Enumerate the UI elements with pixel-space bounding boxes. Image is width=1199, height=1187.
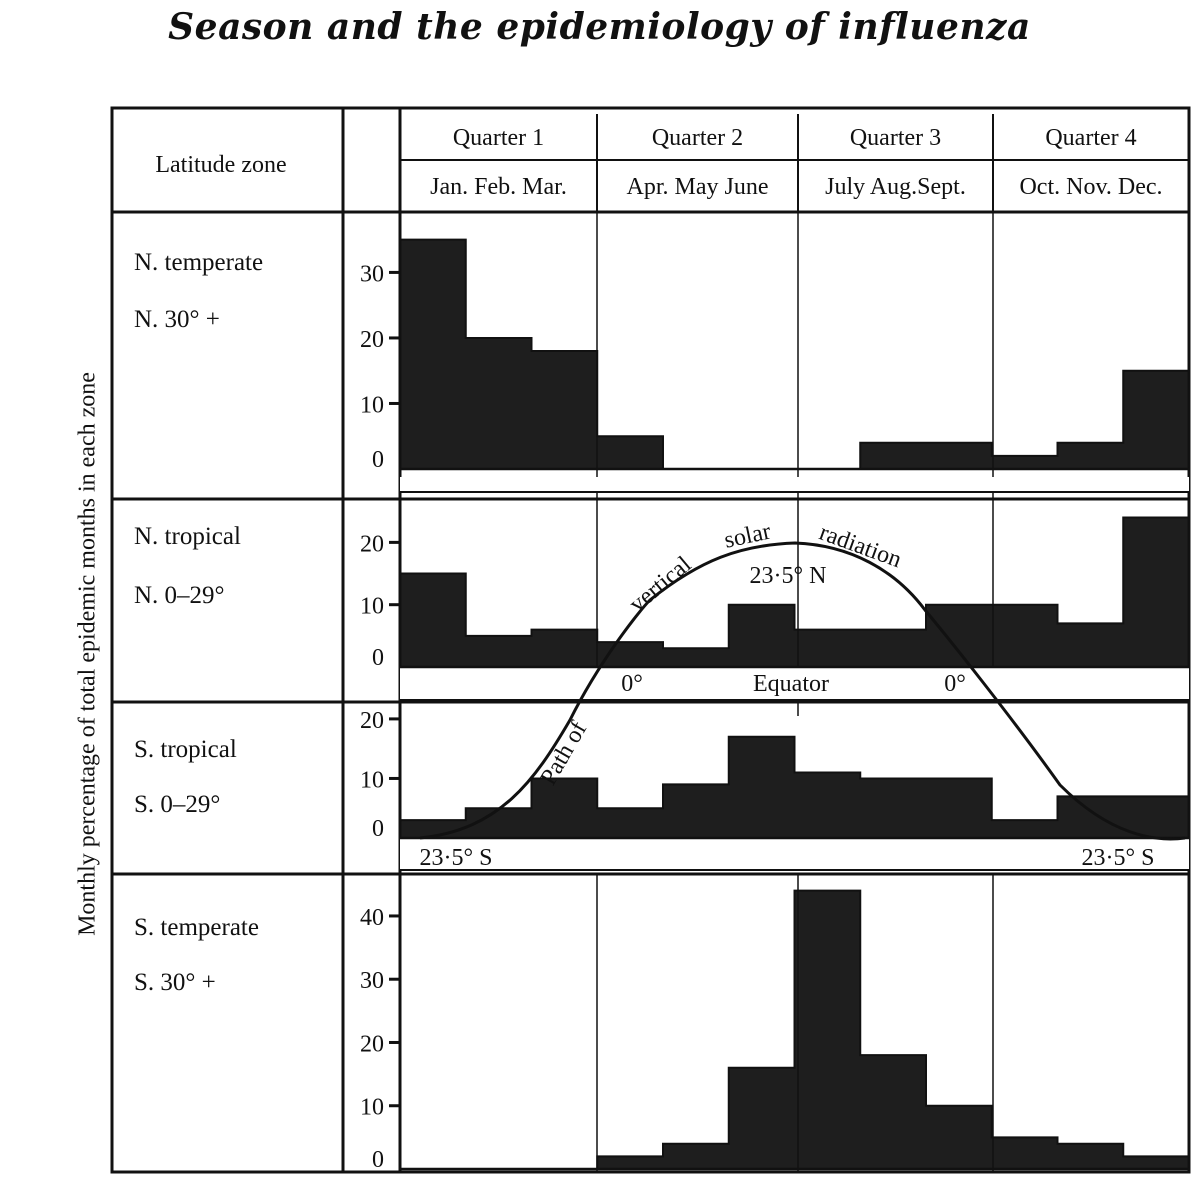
bar-aug [860, 629, 927, 667]
bar-outline [400, 516, 1189, 650]
y-tick-label: 0 [372, 816, 384, 842]
page-title: Season and the epidemiology of influenza [168, 6, 1031, 48]
baseline-strip [400, 477, 1189, 492]
bar-oct [991, 455, 1058, 469]
bar-jul [794, 772, 861, 838]
zone-name: S. temperate [134, 914, 259, 941]
zone-range: N. 30° + [134, 306, 220, 333]
bar-oct [991, 1137, 1058, 1169]
bar-jan [400, 573, 467, 667]
bar-apr [597, 1156, 664, 1169]
equator-left-label: 0° [621, 671, 643, 697]
quarter-months-4: Oct. Nov. Dec. [1019, 174, 1162, 200]
bar-jul [794, 629, 861, 667]
zone-name: N. temperate [134, 249, 263, 276]
quarter-months-2: Apr. May June [627, 174, 769, 200]
zone-name: N. tropical [134, 523, 241, 550]
bar-jun [728, 736, 795, 838]
bar-feb [465, 337, 532, 469]
equator-right-label: 0° [944, 671, 966, 697]
y-tick-label: 10 [360, 1095, 384, 1121]
tropic-south-left-label: 23·5° S [420, 845, 493, 871]
bar-sep [926, 778, 993, 838]
tropic-north-label: 23·5° N [750, 563, 827, 589]
bar-mar [531, 629, 598, 667]
zone-range: S. 0–29° [134, 791, 220, 818]
bar-may [663, 648, 730, 667]
zone-name: S. tropical [134, 736, 237, 763]
bar-nov [1057, 623, 1124, 667]
quarter-label-3: Quarter 3 [850, 125, 941, 151]
bar-sep [926, 442, 993, 469]
equator-label: Equator [753, 671, 829, 697]
bar-sep [926, 604, 993, 667]
quarter-months-1: Jan. Feb. Mar. [430, 174, 567, 200]
bar-oct [991, 820, 1058, 838]
quarter-months-3: July Aug.Sept. [825, 174, 966, 200]
text-layer: Latitude zone Quarter 1 Jan. Feb. Mar. Quar… [134, 125, 1163, 1173]
bar-oct [991, 604, 1058, 667]
grid-layer [110, 106, 1191, 1174]
tropic-south-right-label: 23·5° S [1082, 845, 1155, 871]
bar-dec [1123, 517, 1190, 667]
quarter-label-4: Quarter 4 [1045, 125, 1136, 151]
bar-aug [860, 778, 927, 838]
bar-nov [1057, 796, 1124, 838]
bar-dec [1123, 1156, 1190, 1169]
y-tick-label: 0 [372, 1147, 384, 1173]
bar-nov [1057, 1143, 1124, 1169]
quarter-label-1: Quarter 1 [453, 125, 544, 151]
y-tick-label: 10 [360, 767, 384, 793]
zone-range: N. 0–29° [134, 582, 225, 609]
bar-outline [400, 735, 1189, 822]
quarter-label-2: Quarter 2 [652, 125, 743, 151]
y-tick-label: 0 [372, 645, 384, 671]
y-tick-label: 30 [360, 968, 384, 994]
y-tick-label: 20 [360, 708, 384, 734]
bars-layer [400, 238, 1190, 1170]
bar-may [663, 784, 730, 838]
bar-mar [531, 778, 598, 838]
zone-range: S. 30° + [134, 969, 216, 996]
bar-dec [1123, 370, 1190, 469]
bar-apr [597, 436, 664, 469]
baseline-strip [400, 838, 1189, 870]
y-tick-label: 10 [360, 594, 384, 620]
baseline-strip [400, 667, 1189, 700]
bar-mar [531, 351, 598, 469]
bar-aug [860, 442, 927, 469]
latitude-zone-header: Latitude zone [155, 152, 286, 178]
solar-path-overlay [419, 541, 1186, 841]
y-tick-label: 10 [360, 392, 384, 418]
bar-jun [728, 1067, 795, 1169]
bar-jan [400, 239, 467, 469]
bar-jul [794, 890, 861, 1169]
y-tick-label: 0 [372, 447, 384, 473]
solar-path-label-2: vertical [625, 551, 697, 617]
solar-path-curve [419, 541, 1186, 841]
bar-sep [926, 1105, 993, 1169]
y-tick-label: 20 [360, 531, 384, 557]
bar-nov [1057, 442, 1124, 469]
y-tick-label: 20 [360, 327, 384, 353]
y-tick-label: 40 [360, 905, 384, 931]
bar-feb [465, 635, 532, 667]
y-tick-label: 30 [360, 261, 384, 287]
bar-jun [728, 604, 795, 667]
bar-may [663, 1143, 730, 1169]
outer-frame [110, 106, 1191, 1174]
bar-apr [597, 808, 664, 838]
bar-aug [860, 1055, 927, 1169]
bar-dec [1123, 796, 1190, 838]
y-tick-label: 20 [360, 1031, 384, 1057]
